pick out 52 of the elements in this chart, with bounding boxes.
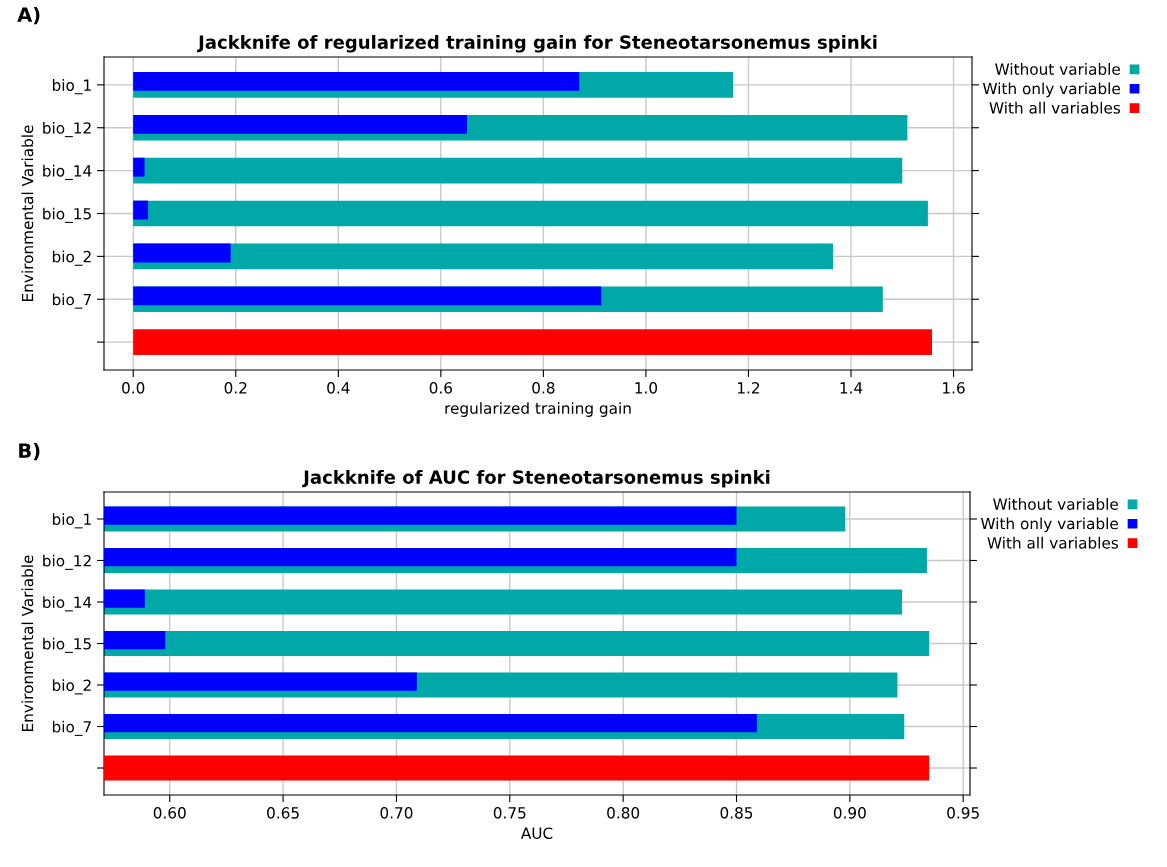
- y-tick-label: bio_1: [52, 79, 91, 95]
- x-tick-label: 0.70: [380, 807, 413, 819]
- y-tick-label: bio_7: [52, 720, 91, 736]
- bar: [133, 200, 149, 220]
- chart-title: Jackknife of AUC for Steneotarsonemus spinki: [302, 469, 770, 488]
- legend-label: With only variable: [980, 517, 1118, 533]
- text: B): [19, 442, 40, 461]
- y-tick-label: bio_14: [43, 596, 92, 612]
- y-tick-label: bio_2: [52, 679, 91, 695]
- bar: [133, 157, 145, 177]
- bar: [133, 243, 231, 263]
- x-tick-label: 1.2: [737, 382, 760, 394]
- x-tick-label: 0.2: [224, 382, 247, 394]
- y-tick-label: bio_7: [52, 293, 91, 309]
- legend-label: Without variable: [993, 498, 1118, 510]
- x-tick-label: 1.4: [840, 382, 863, 394]
- y-tick-label: bio_15: [43, 207, 91, 223]
- bar: [133, 286, 602, 306]
- y-axis-title: Environmental Variable: [21, 555, 34, 731]
- bar: [133, 157, 903, 184]
- y-tick-label: bio_14: [43, 164, 92, 181]
- x-tick-label: 0.4: [327, 382, 350, 394]
- x-axis-title: regularized training gain: [445, 402, 631, 417]
- bar: [133, 200, 928, 227]
- legend-label: With only variable: [982, 82, 1120, 98]
- x-tick-label: 0.85: [720, 807, 753, 819]
- legend-label: Without variable: [995, 63, 1120, 75]
- bar: [133, 329, 933, 355]
- legend-label: With all variables: [989, 101, 1121, 114]
- x-tick-label: 0.65: [267, 807, 299, 819]
- x-tick-label: 0.0: [122, 382, 145, 394]
- bar: [133, 114, 467, 134]
- x-tick-label: 1.0: [635, 382, 658, 394]
- x-tick-label: 0.6: [429, 382, 453, 394]
- x-axis-title: AUC: [520, 827, 553, 839]
- y-tick-label: bio_1: [52, 513, 91, 529]
- x-tick-label: 0.8: [532, 382, 555, 394]
- chart-title: Jackknife of regularized training gain for Steneotarsonemus spinki: [197, 34, 877, 53]
- x-tick-label: 1.6: [943, 382, 965, 394]
- x-tick-label: 0.90: [833, 807, 866, 819]
- y-tick-label: bio_12: [43, 121, 91, 138]
- text: A): [17, 6, 40, 25]
- x-tick-label: 0.95: [947, 807, 979, 819]
- x-tick-label: 0.80: [607, 807, 640, 819]
- y-tick-label: bio_12: [43, 554, 91, 570]
- y-tick-label: bio_15: [43, 637, 91, 653]
- y-axis-title: Environmental Variable: [21, 125, 34, 301]
- y-tick-label: bio_2: [52, 250, 91, 266]
- x-tick-label: 0.75: [493, 807, 526, 819]
- bar: [133, 72, 580, 91]
- legend-label: With all variables: [987, 536, 1119, 549]
- x-tick-label: 0.60: [153, 807, 186, 819]
